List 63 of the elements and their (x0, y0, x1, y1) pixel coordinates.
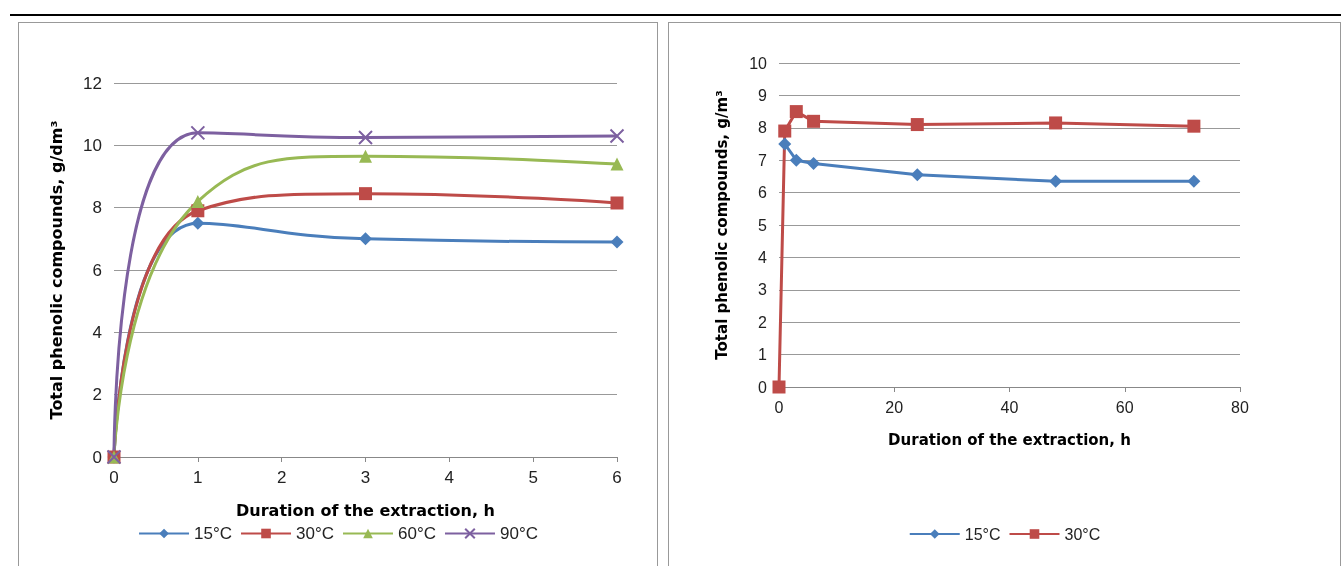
y-axis-title: Total phenolic compounds, g/m³ (712, 90, 731, 360)
x-tick-label: 3 (360, 468, 371, 487)
x-tick-label: 20 (885, 398, 904, 416)
point (910, 168, 924, 182)
legend-label: 90°C (499, 524, 538, 543)
y-tick-label: 12 (83, 73, 102, 93)
y-tick-label: 7 (758, 151, 768, 169)
legend-label: 30°C (296, 524, 334, 543)
x-axis-title: Duration of the extraction, h (888, 430, 1131, 449)
point (1187, 119, 1201, 133)
point (191, 194, 205, 208)
x-tick-label: 0 (774, 398, 784, 416)
point (789, 153, 803, 167)
x-tick-label: 0 (109, 468, 119, 487)
x-tick-label: 1 (193, 468, 203, 487)
point (1049, 174, 1063, 188)
point (191, 216, 205, 230)
point (772, 380, 786, 394)
point (358, 130, 373, 146)
point (807, 114, 821, 128)
point (359, 149, 372, 163)
point (1049, 116, 1063, 130)
point (609, 128, 625, 144)
x-tick-label: 2 (276, 468, 287, 487)
legend-label: 60°C (398, 524, 436, 543)
y-tick-label: 8 (92, 198, 102, 218)
y-axis-title: Total phenolic compounds, g/dm³ (46, 120, 66, 420)
point (610, 157, 624, 171)
y-tick-label: 0 (758, 378, 768, 396)
point (789, 105, 803, 119)
y-tick-label: 2 (758, 313, 768, 331)
x-tick-label: 60 (1115, 398, 1134, 416)
y-tick-label: 8 (758, 119, 768, 137)
y-tick-label: 0 (92, 447, 102, 467)
x-tick-label: 80 (1231, 398, 1249, 416)
legend-label: 15°C (194, 524, 233, 543)
y-tick-label: 3 (758, 281, 768, 299)
point (778, 124, 792, 138)
legend-label: 15°C (964, 525, 1001, 543)
point (610, 235, 624, 249)
y-tick-label: 1 (758, 346, 768, 364)
x-axis-title: Duration of the extraction, h (236, 500, 495, 520)
y-tick-label: 6 (758, 184, 768, 202)
point (1187, 174, 1201, 188)
y-tick-label: 4 (758, 248, 768, 266)
y-tick-label: 6 (92, 260, 102, 280)
point (359, 232, 372, 246)
x-tick-label: 4 (444, 468, 455, 487)
point (190, 125, 206, 141)
point (910, 118, 924, 132)
x-tick-label: 6 (612, 468, 622, 487)
x-tick-label: 40 (1000, 398, 1019, 416)
legend-label: 30°C (1064, 525, 1101, 543)
y-tick-label: 10 (749, 54, 768, 72)
y-tick-label: 10 (83, 135, 102, 155)
y-tick-label: 5 (758, 216, 768, 234)
point (359, 187, 372, 201)
x-tick-label: 5 (528, 468, 538, 487)
point (610, 196, 624, 210)
point (807, 156, 821, 170)
point (778, 137, 792, 151)
y-tick-label: 9 (758, 86, 768, 104)
y-tick-label: 4 (92, 322, 102, 342)
